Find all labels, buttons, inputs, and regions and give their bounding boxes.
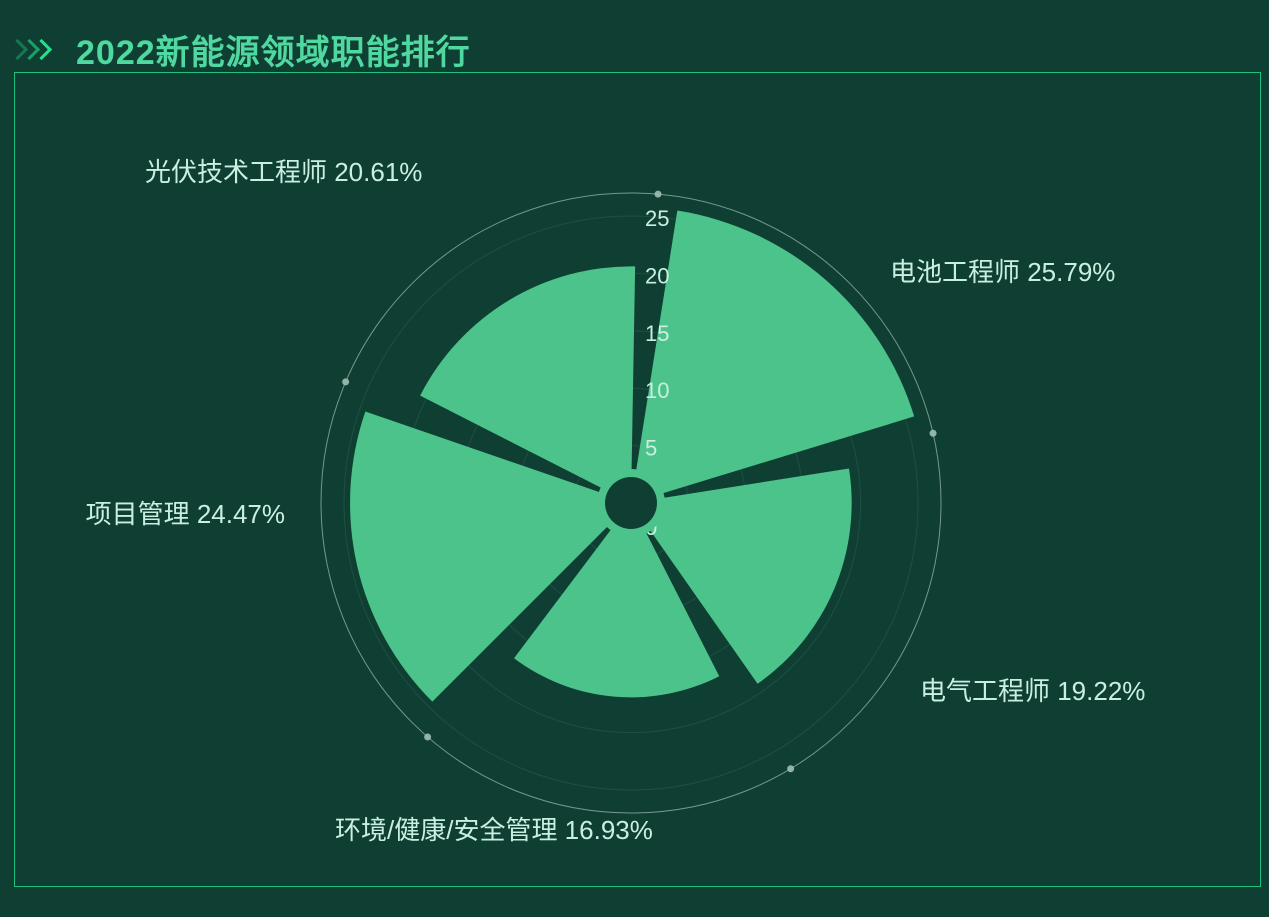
chevrons-icon <box>10 38 46 62</box>
data-label: 电池工程师 25.79% <box>890 257 1115 287</box>
sector <box>631 211 914 503</box>
axis-tick-label: 15 <box>645 321 669 346</box>
data-label: 光伏技术工程师 20.61% <box>145 157 422 187</box>
axis-tick-label: 10 <box>645 378 669 403</box>
axis-tick-label: 5 <box>645 436 657 461</box>
rose-chart: 0510152025电池工程师 25.79%电气工程师 19.22%环境/健康/… <box>15 73 1262 888</box>
axis-tick-label: 20 <box>645 263 669 288</box>
data-label: 环境/健康/安全管理 16.93% <box>335 815 653 845</box>
axis-tick-label: 25 <box>645 206 669 231</box>
chart-panel: 0510152025电池工程师 25.79%电气工程师 19.22%环境/健康/… <box>14 72 1261 887</box>
data-label: 电气工程师 19.22% <box>920 676 1145 706</box>
page-title: 2022新能源领域职能排行 <box>76 25 471 74</box>
data-label: 项目管理 24.47% <box>86 499 285 529</box>
